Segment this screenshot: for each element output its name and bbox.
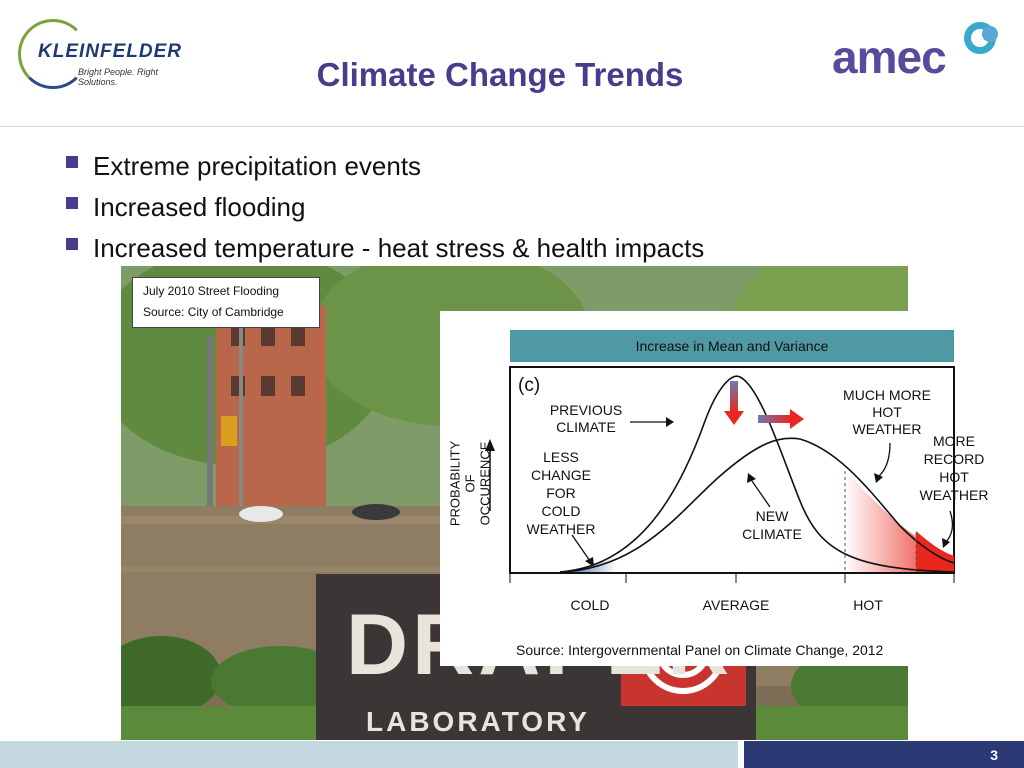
kleinfelder-logo: KLEINFELDER Bright People. Right Solutio… [18,19,194,89]
y-axis-label-line-2: OCCURENCE [477,441,493,526]
annotation-line: CLIMATE [556,419,616,435]
climate-figure: Increase in Mean and Variance [440,311,996,666]
bullet-text: Extreme precipitation events [93,151,422,181]
annotation-line: MUCH MORE [843,387,931,403]
page-number: 3 [990,747,998,763]
bullet-square-icon [66,156,78,168]
caption-line-1: July 2010 Street Flooding [143,284,280,298]
header-divider [0,126,1024,127]
annotation-line: FOR [546,485,576,501]
bullet-item: Increased temperature - heat stress & he… [66,228,704,269]
y-axis-label: PROBABILITY OF OCCURENCE [448,434,493,534]
amec-logo: amec [832,22,1002,83]
bullet-list: Extreme precipitation events Increased f… [66,146,704,269]
annotation-less-cold: LESS CHANGE FOR COLD WEATHER [516,448,606,538]
x-tick-hot: HOT [853,597,883,613]
x-tick-average: AVERAGE [702,597,770,613]
logo-ring-icon [18,19,88,89]
figure-source: Source: Intergovernmental Panel on Clima… [516,642,884,658]
annotation-line: COLD [541,503,581,519]
bullet-square-icon [66,197,78,209]
annotation-line: RECORD [923,451,985,467]
x-tick-cold: COLD [570,597,610,613]
annotation-line: WEATHER [852,421,922,437]
logo-tagline: Bright People. Right Solutions. [78,67,159,87]
annotation-line: PREVIOUS [549,402,623,418]
slide-title: Climate Change Trends [316,56,684,93]
bullet-item: Increased flooding [66,187,704,228]
bullet-text: Increased flooding [93,192,306,222]
amec-logo-text: amec [832,31,947,83]
annotation-much-more-hot: MUCH MORE HOT WEATHER [832,387,942,438]
annotation-line: HOT [872,404,902,420]
distribution-diagram [485,366,955,583]
annotation-line: NEW [755,508,789,524]
logo-name: KLEINFELDER [38,41,182,62]
annotation-line: WEATHER [526,521,596,537]
annotation-line: CHANGE [531,467,591,483]
bullet-text: Increased temperature - heat stress & he… [93,233,705,263]
annotation-line: WEATHER [919,487,989,503]
y-axis-label-line-1: PROBABILITY OF [447,440,478,527]
annotation-more-record-hot: MORE RECORD HOT WEATHER [914,432,994,504]
caption-line-2: Source: City of Cambridge [143,305,284,319]
bullet-item: Extreme precipitation events [66,146,704,187]
annotation-previous-climate: PREVIOUS CLIMATE [536,402,636,436]
footer-bar-dark: 3 [744,741,1024,768]
annotation-line: LESS [543,449,579,465]
footer-bar-light [0,741,738,768]
annotation-line: MORE [933,433,975,449]
annotation-line: CLIMATE [742,526,802,542]
photo-caption: July 2010 Street Flooding Source: City o… [132,277,320,328]
panel-label: (c) [518,375,541,396]
annotation-new-climate: NEW CLIMATE [732,507,812,543]
annotation-line: HOT [939,469,969,485]
bullet-square-icon [66,238,78,250]
sign-subtext: LABORATORY [366,706,590,737]
figure-band-title: Increase in Mean and Variance [510,330,954,362]
amec-dot-icon [982,26,998,42]
